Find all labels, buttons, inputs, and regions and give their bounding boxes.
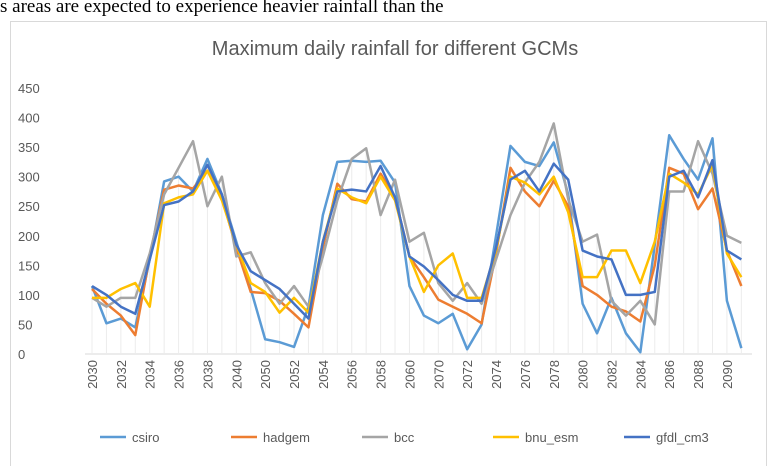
x-tick-label: 2074 [489, 360, 504, 389]
series-line [92, 163, 743, 314]
x-tick-label: 2034 [143, 360, 158, 389]
legend-label: csiro [132, 430, 159, 445]
y-tick-label: 200 [18, 229, 40, 244]
legend-label: gfdl_cm3 [656, 430, 709, 445]
x-tick-label: 2038 [200, 360, 215, 389]
y-tick-label: 50 [18, 317, 32, 332]
x-tick-label: 2070 [431, 360, 446, 389]
y-tick-label: 350 [18, 140, 40, 155]
series-line [91, 158, 743, 320]
x-tick-label: 2036 [172, 360, 187, 389]
x-tick-label: 2078 [547, 360, 562, 389]
x-tick-label: 2080 [576, 360, 591, 389]
x-tick-label: 2050 [258, 360, 273, 389]
x-tick-label: 2054 [316, 360, 331, 389]
legend-label: hadgem [263, 430, 310, 445]
chart-frame [10, 21, 767, 471]
x-tick-label: 2072 [460, 360, 475, 389]
chart-title: Maximum daily rainfall for different GCM… [212, 38, 578, 60]
x-tick-label: 2040 [229, 360, 244, 389]
x-tick-label: 2090 [720, 360, 735, 389]
document-text: s areas are expected to experience heavi… [0, 0, 444, 17]
x-tick-label: 2084 [633, 360, 648, 389]
x-tick-label: 2030 [85, 360, 100, 389]
x-tick-label: 2056 [345, 360, 360, 389]
x-tick-label: 2060 [402, 360, 417, 389]
legend-label: bcc [394, 430, 415, 445]
y-tick-label: 450 [18, 81, 40, 96]
y-tick-label: 300 [18, 170, 40, 185]
x-tick-label: 2058 [374, 360, 389, 389]
series-line [91, 122, 742, 326]
y-tick-label: 150 [18, 258, 40, 273]
y-tick-label: 250 [18, 199, 40, 214]
y-tick-label: 0 [18, 347, 25, 362]
legend-label: bnu_esm [525, 430, 578, 445]
x-tick-label: 2076 [518, 360, 533, 389]
x-tick-label: 2086 [662, 360, 677, 389]
x-tick-label: 2082 [604, 360, 619, 389]
x-tick-label: 2032 [114, 360, 129, 389]
y-tick-label: 100 [18, 288, 40, 303]
y-tick-label: 400 [18, 111, 40, 126]
x-tick-label: 2088 [691, 360, 706, 389]
x-tick-label: 2052 [287, 360, 302, 389]
